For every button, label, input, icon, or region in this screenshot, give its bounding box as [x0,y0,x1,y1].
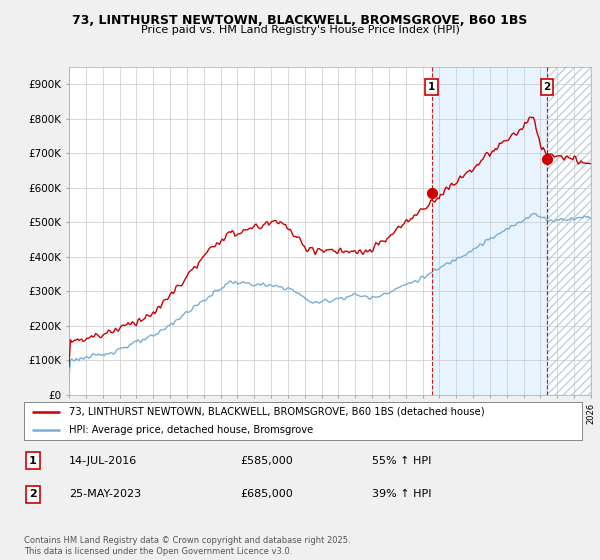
Text: 2: 2 [29,489,37,499]
Text: £585,000: £585,000 [240,456,293,465]
Bar [547,67,591,395]
Text: 1: 1 [428,82,436,92]
Text: 25-MAY-2023: 25-MAY-2023 [69,489,141,499]
Bar [432,67,547,395]
Text: 2: 2 [544,82,551,92]
Text: £685,000: £685,000 [240,489,293,499]
Text: 73, LINTHURST NEWTOWN, BLACKWELL, BROMSGROVE, B60 1BS: 73, LINTHURST NEWTOWN, BLACKWELL, BROMSG… [73,14,527,27]
Text: 1: 1 [29,456,37,465]
Text: Contains HM Land Registry data © Crown copyright and database right 2025.
This d: Contains HM Land Registry data © Crown c… [24,536,350,556]
Text: Price paid vs. HM Land Registry's House Price Index (HPI): Price paid vs. HM Land Registry's House … [140,25,460,35]
Text: 73, LINTHURST NEWTOWN, BLACKWELL, BROMSGROVE, B60 1BS (detached house): 73, LINTHURST NEWTOWN, BLACKWELL, BROMSG… [68,407,484,417]
Text: 39% ↑ HPI: 39% ↑ HPI [372,489,431,499]
Text: 14-JUL-2016: 14-JUL-2016 [69,456,137,465]
Text: HPI: Average price, detached house, Bromsgrove: HPI: Average price, detached house, Brom… [68,425,313,435]
Text: 55% ↑ HPI: 55% ↑ HPI [372,456,431,465]
